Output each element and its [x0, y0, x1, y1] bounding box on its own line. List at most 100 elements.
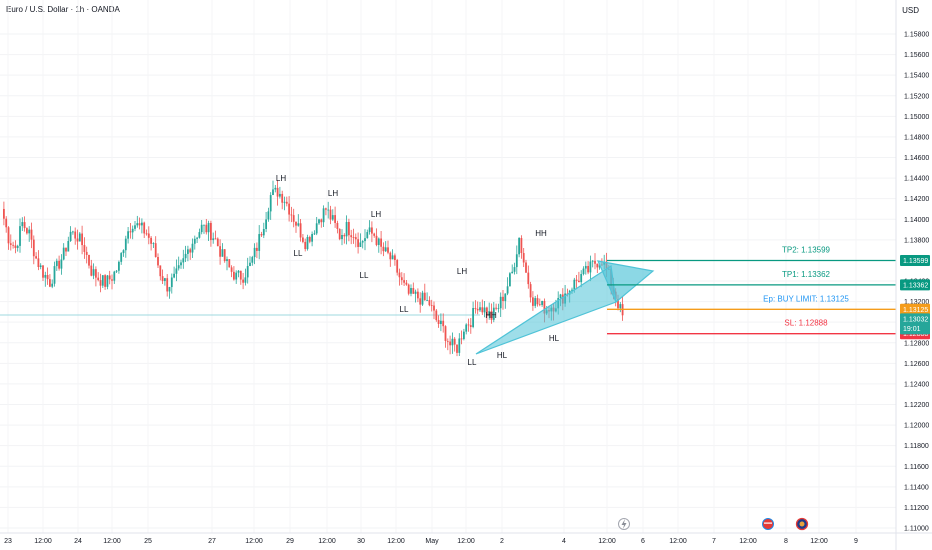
candle-body — [428, 300, 431, 306]
candle-body — [596, 263, 599, 268]
candle-body — [318, 219, 320, 224]
candle-body — [246, 266, 249, 278]
candle-body — [382, 246, 385, 252]
structure-label-ll: LL — [400, 305, 409, 314]
candle-body — [58, 260, 60, 269]
candle-body — [99, 280, 102, 286]
candle-body — [272, 189, 274, 196]
time-tick-label: 12:00 — [245, 538, 263, 545]
candle-body — [173, 273, 175, 278]
candle-body — [543, 300, 546, 314]
candle-body — [297, 223, 300, 226]
candle-body — [147, 233, 150, 238]
time-tick-label: 12:00 — [598, 538, 616, 545]
candle-body — [258, 234, 261, 251]
candle-body — [320, 219, 323, 223]
time-tick-label: 12:00 — [457, 538, 475, 545]
time-tick-label: 12:00 — [318, 538, 336, 545]
candle-body — [267, 211, 270, 220]
time-tick-label: 30 — [357, 538, 365, 545]
price-axis[interactable]: 1.15800 1.15600 1.15400 1.15200 1.15000 1.148… — [904, 32, 929, 533]
candle-body — [189, 249, 192, 253]
candle-body — [334, 215, 336, 223]
candle-body — [221, 249, 224, 257]
candle-body — [396, 260, 399, 273]
candle-body — [573, 279, 576, 290]
candle-body — [134, 225, 136, 229]
price-tick-label: 1.15400 — [904, 73, 929, 80]
candle-body — [315, 223, 318, 234]
candle-body — [5, 218, 8, 228]
candle-body — [304, 241, 307, 250]
candle-body — [325, 208, 327, 210]
candle-body — [62, 247, 65, 260]
candle-body — [518, 237, 520, 255]
candle-body — [322, 208, 325, 223]
candle-body — [594, 260, 596, 264]
candle-body — [253, 247, 256, 258]
level-label-sl: SL: 1.12888 — [784, 319, 828, 328]
candle-body — [274, 187, 277, 190]
candle-body — [219, 246, 221, 257]
candle-body — [490, 311, 493, 320]
candle-body — [12, 244, 14, 246]
structure-label-lh: LH — [328, 189, 338, 198]
candle-body — [168, 287, 171, 292]
candle-body — [354, 237, 357, 240]
candle-body — [279, 193, 281, 197]
arrow-head — [596, 260, 655, 303]
us-flag-stripe — [764, 522, 772, 524]
candle-body — [437, 320, 440, 325]
candle-body — [348, 221, 350, 236]
candle-body — [522, 253, 525, 263]
candle-body — [55, 260, 58, 267]
candle-body — [95, 269, 97, 278]
candle-body — [23, 222, 26, 229]
candle-body — [559, 294, 562, 298]
time-tick-label: 12:00 — [739, 538, 757, 545]
candle-body — [541, 300, 543, 305]
candle-body — [453, 338, 456, 345]
candle-body — [44, 274, 47, 278]
candle-body — [467, 324, 470, 326]
candle-body — [28, 229, 31, 234]
time-tick-label: 27 — [208, 538, 216, 545]
candle-body — [76, 238, 79, 242]
level-label-ep: Ep: BUY LIMIT: 1.13125 — [763, 294, 849, 303]
candle-body — [97, 277, 100, 281]
candle-body — [145, 233, 148, 235]
candle-body — [164, 278, 166, 282]
candle-body — [578, 280, 580, 283]
candle-body — [375, 235, 378, 245]
time-tick-label: 6 — [641, 538, 645, 545]
candle-body — [65, 247, 67, 252]
candle-body — [472, 307, 474, 328]
candle-body — [14, 245, 17, 248]
time-tick-label: 4 — [562, 538, 566, 545]
candle-body — [486, 307, 488, 317]
currency-label[interactable]: USD — [902, 6, 919, 15]
candle-body — [331, 215, 334, 220]
candle-body — [481, 307, 484, 313]
time-axis[interactable]: 23 12:00 24 12:00 25 27 12:00 29 12:00 30 12:00 May… — [4, 538, 858, 545]
candle-body — [118, 261, 120, 271]
structure-label-ll: LL — [468, 358, 477, 367]
candle-body — [46, 274, 49, 280]
candle-body — [380, 238, 382, 247]
candle-body — [39, 265, 42, 267]
price-tick-label: 1.12000 — [904, 423, 929, 430]
candle-body — [295, 221, 297, 226]
candle-body — [187, 249, 189, 254]
candle-body — [435, 310, 438, 321]
candle-body — [9, 243, 12, 245]
price-tag-text: 1.12888 — [903, 331, 928, 338]
price-tag-tp2 — [900, 255, 930, 267]
candle-body — [3, 208, 5, 219]
candle-body — [21, 222, 24, 227]
event-markers[interactable] — [618, 517, 809, 531]
price-tick-label: 1.11600 — [904, 464, 929, 471]
price-tick-label: 1.12600 — [904, 361, 929, 368]
candle-body — [143, 222, 146, 234]
candle-body — [184, 253, 187, 259]
